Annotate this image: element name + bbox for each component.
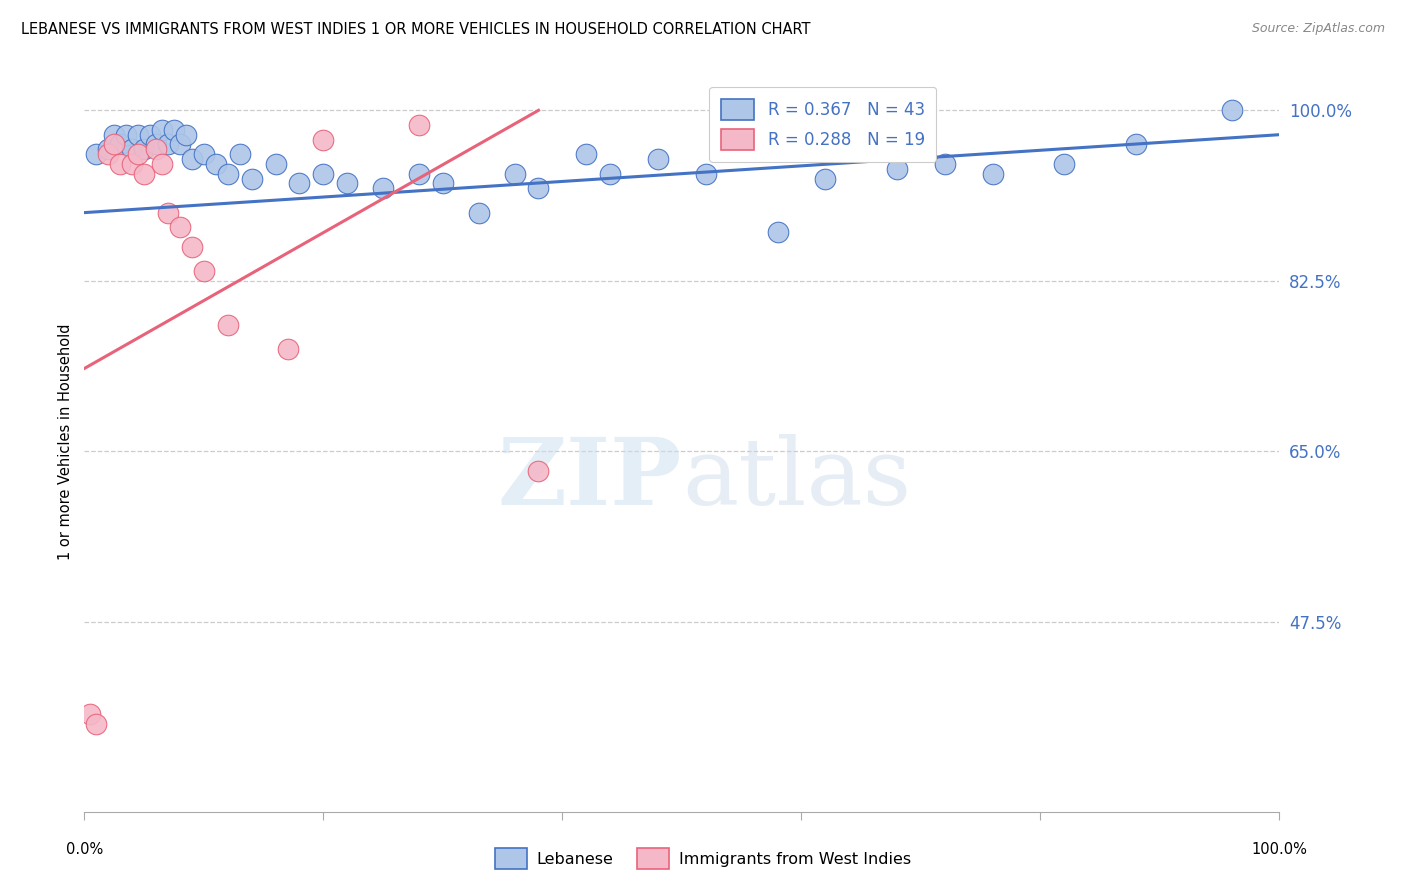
Point (86, 147, 108, 161)
Point (240, 171, 263, 186)
Point (277, 342, 299, 356)
Point (169, 137, 191, 152)
Point (115, 128, 138, 142)
Text: atlas: atlas (682, 434, 911, 524)
Point (695, 167, 717, 181)
Point (527, 181, 550, 195)
Point (468, 205, 491, 219)
Point (527, 464, 550, 478)
Point (934, 157, 956, 171)
Point (575, 147, 598, 161)
Point (150, 123, 173, 137)
Point (408, 118, 430, 132)
Point (647, 152, 669, 166)
Point (157, 205, 180, 219)
Point (121, 142, 143, 156)
Point (229, 147, 252, 161)
Point (217, 167, 239, 181)
Point (174, 128, 197, 142)
Point (110, 137, 132, 152)
Point (1053, 157, 1076, 171)
Point (288, 177, 311, 191)
Point (181, 152, 204, 166)
Point (145, 137, 167, 152)
Point (132, 167, 156, 181)
Point (217, 318, 239, 332)
Point (432, 177, 454, 191)
Y-axis label: 1 or more Vehicles in Household: 1 or more Vehicles in Household (58, 323, 73, 560)
Legend: R = 0.367   N = 43, R = 0.288   N = 19: R = 0.367 N = 43, R = 0.288 N = 19 (710, 87, 936, 161)
Point (121, 157, 143, 171)
Point (599, 167, 621, 181)
Point (205, 157, 228, 171)
Point (103, 128, 125, 142)
Point (264, 157, 287, 171)
Point (127, 128, 149, 142)
Point (150, 157, 173, 171)
Text: Source: ZipAtlas.com: Source: ZipAtlas.com (1251, 22, 1385, 36)
Point (139, 128, 162, 142)
Point (193, 147, 215, 161)
Legend: Lebanese, Immigrants from West Indies: Lebanese, Immigrants from West Indies (489, 842, 917, 875)
Point (127, 147, 149, 161)
Point (981, 167, 1004, 181)
Point (97, 147, 120, 161)
Point (336, 177, 359, 191)
Point (97, 142, 120, 156)
Point (157, 137, 180, 152)
Point (312, 167, 335, 181)
Point (408, 167, 430, 181)
Point (886, 161, 908, 176)
Point (86, 717, 108, 731)
Text: 0.0%: 0.0% (66, 842, 103, 857)
Text: LEBANESE VS IMMIGRANTS FROM WEST INDIES 1 OR MORE VEHICLES IN HOUSEHOLD CORRELAT: LEBANESE VS IMMIGRANTS FROM WEST INDIES … (21, 22, 811, 37)
Point (103, 137, 125, 152)
Point (145, 142, 167, 156)
Point (79, 707, 101, 722)
Text: 100.0%: 100.0% (1251, 842, 1308, 857)
Point (132, 142, 156, 156)
Point (193, 264, 215, 278)
Point (766, 225, 789, 239)
Point (814, 171, 837, 186)
Text: ZIP: ZIP (498, 434, 682, 524)
Point (169, 220, 191, 235)
Point (163, 123, 186, 137)
Point (1220, 103, 1243, 118)
Point (181, 240, 204, 254)
Point (312, 132, 335, 146)
Point (503, 167, 526, 181)
Point (373, 181, 395, 195)
Point (110, 157, 132, 171)
Point (1125, 137, 1147, 152)
